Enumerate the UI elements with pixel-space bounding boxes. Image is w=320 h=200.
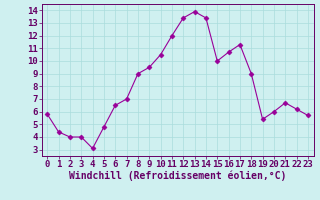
X-axis label: Windchill (Refroidissement éolien,°C): Windchill (Refroidissement éolien,°C) [69, 171, 286, 181]
